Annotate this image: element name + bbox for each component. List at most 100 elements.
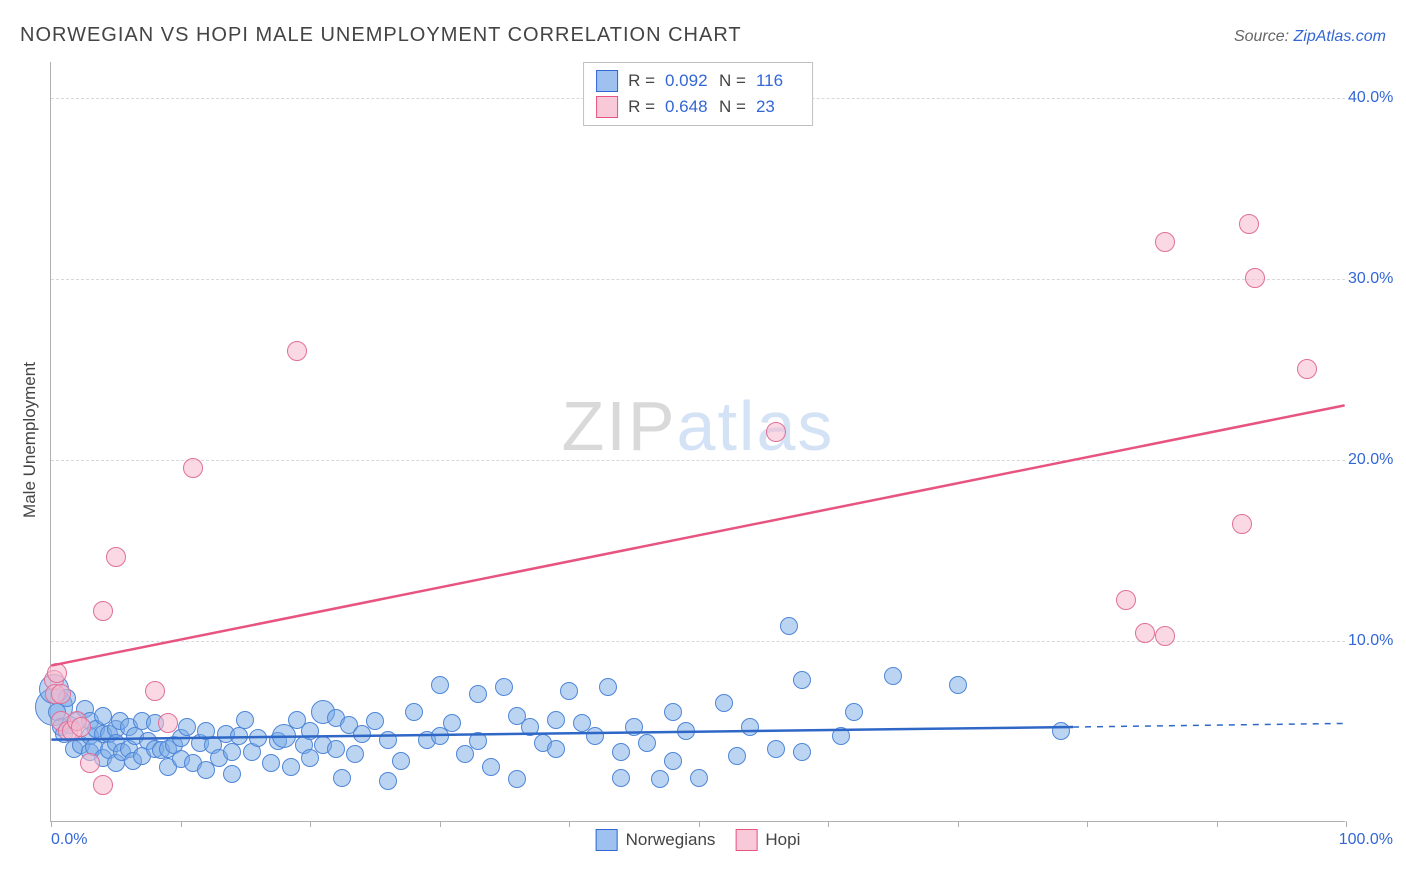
data-point[interactable]: [93, 601, 113, 621]
data-point[interactable]: [178, 718, 196, 736]
swatch-hopi-icon: [735, 829, 757, 851]
data-point[interactable]: [249, 729, 267, 747]
data-point[interactable]: [832, 727, 850, 745]
data-point[interactable]: [366, 712, 384, 730]
data-point[interactable]: [664, 752, 682, 770]
y-axis-label: Male Unemployment: [20, 362, 40, 518]
data-point[interactable]: [333, 769, 351, 787]
data-point[interactable]: [508, 770, 526, 788]
x-axis-max-label: 100.0%: [1339, 831, 1393, 849]
swatch-hopi: [596, 96, 618, 118]
data-point[interactable]: [469, 732, 487, 750]
data-point[interactable]: [282, 758, 300, 776]
data-point[interactable]: [638, 734, 656, 752]
data-point[interactable]: [379, 772, 397, 790]
x-tick: [51, 821, 52, 827]
series-label-norwegians: Norwegians: [626, 830, 716, 850]
data-point[interactable]: [1245, 268, 1265, 288]
data-point[interactable]: [1239, 214, 1259, 234]
data-point[interactable]: [1232, 514, 1252, 534]
data-point[interactable]: [612, 769, 630, 787]
data-point[interactable]: [405, 703, 423, 721]
data-point[interactable]: [223, 743, 241, 761]
x-tick: [440, 821, 441, 827]
correlation-legend-row-hopi: R = 0.648 N = 23: [596, 94, 800, 120]
data-point[interactable]: [677, 722, 695, 740]
data-point[interactable]: [482, 758, 500, 776]
data-point[interactable]: [547, 711, 565, 729]
source-link[interactable]: ZipAtlas.com: [1294, 28, 1386, 45]
series-label-hopi: Hopi: [765, 830, 800, 850]
data-point[interactable]: [346, 745, 364, 763]
data-point[interactable]: [71, 717, 91, 737]
gridline: [51, 279, 1345, 280]
r-value-hopi: 0.648: [665, 97, 709, 117]
n-label: N =: [719, 71, 746, 91]
data-point[interactable]: [51, 684, 71, 704]
data-point[interactable]: [287, 341, 307, 361]
n-value-norwegians: 116: [756, 71, 800, 91]
data-point[interactable]: [379, 731, 397, 749]
data-point[interactable]: [780, 617, 798, 635]
data-point[interactable]: [766, 422, 786, 442]
gridline: [51, 641, 1345, 642]
series-legend: Norwegians Hopi: [596, 829, 801, 851]
data-point[interactable]: [741, 718, 759, 736]
data-point[interactable]: [625, 718, 643, 736]
data-point[interactable]: [1135, 623, 1155, 643]
data-point[interactable]: [767, 740, 785, 758]
watermark: ZIPatlas: [562, 386, 835, 466]
data-point[interactable]: [495, 678, 513, 696]
source-attribution: Source: ZipAtlas.com: [1234, 28, 1386, 46]
data-point[interactable]: [664, 703, 682, 721]
data-point[interactable]: [586, 727, 604, 745]
data-point[interactable]: [612, 743, 630, 761]
data-point[interactable]: [1297, 359, 1317, 379]
data-point[interactable]: [93, 775, 113, 795]
data-point[interactable]: [158, 713, 178, 733]
data-point[interactable]: [599, 678, 617, 696]
x-tick: [181, 821, 182, 827]
data-point[interactable]: [715, 694, 733, 712]
data-point[interactable]: [728, 747, 746, 765]
x-tick: [1217, 821, 1218, 827]
data-point[interactable]: [547, 740, 565, 758]
trend-lines: [51, 62, 1345, 821]
data-point[interactable]: [262, 754, 280, 772]
watermark-zip: ZIP: [562, 387, 677, 465]
data-point[interactable]: [183, 458, 203, 478]
data-point[interactable]: [145, 681, 165, 701]
gridline: [51, 460, 1345, 461]
data-point[interactable]: [443, 714, 461, 732]
data-point[interactable]: [1052, 722, 1070, 740]
r-label: R =: [628, 71, 655, 91]
data-point[interactable]: [793, 671, 811, 689]
x-tick: [958, 821, 959, 827]
data-point[interactable]: [1155, 232, 1175, 252]
data-point[interactable]: [949, 676, 967, 694]
data-point[interactable]: [560, 682, 578, 700]
data-point[interactable]: [301, 722, 319, 740]
data-point[interactable]: [884, 667, 902, 685]
data-point[interactable]: [223, 765, 241, 783]
swatch-norwegians-icon: [596, 829, 618, 851]
data-point[interactable]: [690, 769, 708, 787]
x-axis-min-label: 0.0%: [51, 831, 87, 849]
data-point[interactable]: [230, 727, 248, 745]
data-point[interactable]: [651, 770, 669, 788]
data-point[interactable]: [793, 743, 811, 761]
data-point[interactable]: [1155, 626, 1175, 646]
data-point[interactable]: [845, 703, 863, 721]
data-point[interactable]: [106, 547, 126, 567]
x-tick: [828, 821, 829, 827]
data-point[interactable]: [47, 663, 67, 683]
data-point[interactable]: [327, 740, 345, 758]
data-point[interactable]: [431, 676, 449, 694]
data-point[interactable]: [392, 752, 410, 770]
data-point[interactable]: [1116, 590, 1136, 610]
data-point[interactable]: [521, 718, 539, 736]
n-label: N =: [719, 97, 746, 117]
data-point[interactable]: [80, 753, 100, 773]
data-point[interactable]: [469, 685, 487, 703]
data-point[interactable]: [236, 711, 254, 729]
